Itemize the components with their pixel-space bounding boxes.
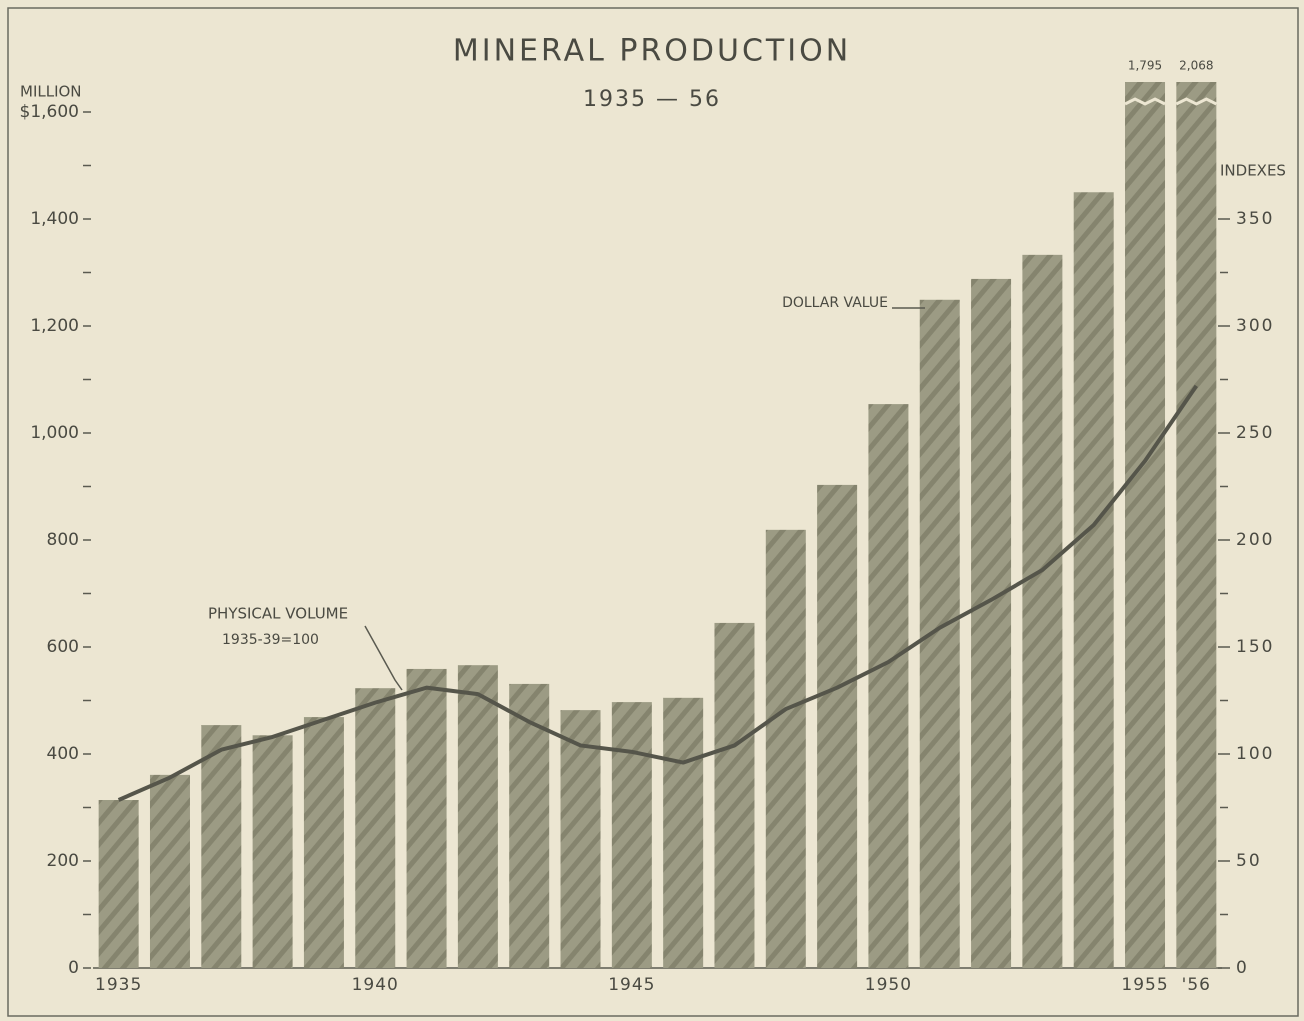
y-axis-label: MILLION [20, 83, 82, 101]
bar [406, 668, 447, 968]
leader [364, 625, 403, 691]
bar-break [1124, 97, 1166, 106]
y2-tick-label: 50 [1236, 851, 1262, 871]
annotation: DOLLAR VALUE [782, 295, 888, 311]
annotation: 1935-39=100 [222, 632, 319, 648]
y2-axis-label: INDEXES [1220, 162, 1286, 180]
y2-tick-label: 100 [1236, 744, 1274, 764]
frame [7, 7, 1299, 1017]
y-tick-label: 0 [68, 958, 79, 978]
y-tick-label: 1,200 [30, 316, 79, 336]
y2-tick-label: 300 [1236, 316, 1274, 336]
bar [457, 665, 498, 968]
y-tick-label: 1,000 [30, 423, 79, 443]
bar [714, 622, 755, 968]
bar [303, 717, 344, 968]
y-tick-label: 400 [47, 744, 79, 764]
bar [817, 484, 858, 968]
y-tick-label: $1,600 [20, 102, 79, 122]
bar-break [1175, 97, 1218, 106]
bar [868, 404, 909, 968]
bar [149, 774, 190, 968]
y2-tick-label: 250 [1236, 423, 1274, 443]
y-tick-label: 600 [47, 637, 79, 657]
x-tick-label: 1945 [608, 975, 655, 995]
line [117, 384, 1198, 802]
chart-title: MINERAL PRODUCTION [453, 34, 851, 69]
bar [611, 702, 652, 968]
bar [560, 710, 601, 968]
bar [971, 278, 1012, 968]
bar [765, 529, 806, 968]
x-tick-label: 1935 [95, 975, 142, 995]
bar [1073, 192, 1114, 968]
y2-tick-label: 350 [1236, 209, 1274, 229]
x-tick-label: 1950 [865, 975, 912, 995]
bar [98, 800, 139, 968]
bar [509, 683, 550, 968]
x-tick-label: 1940 [352, 975, 399, 995]
y-tick-label: 800 [47, 530, 79, 550]
bar [919, 299, 960, 968]
x-tick-label: 1955 [1121, 975, 1168, 995]
bar [1022, 254, 1063, 969]
bar [355, 688, 396, 968]
data-label: 2,068 [1179, 59, 1213, 73]
bar [1176, 82, 1217, 968]
y2-tick-label: 150 [1236, 637, 1274, 657]
bar [663, 697, 704, 968]
bar [252, 735, 293, 968]
bar [201, 725, 242, 968]
y2-tick-label: 0 [1236, 958, 1249, 978]
bar [1125, 82, 1166, 968]
x-tick-label: '56 [1182, 975, 1211, 995]
data-label: 1,795 [1128, 59, 1162, 73]
y-tick-label: 1,400 [30, 209, 79, 229]
y2-tick-label: 200 [1236, 530, 1274, 550]
chart-subtitle: 1935 — 56 [583, 87, 721, 112]
y-tick-label: 200 [47, 851, 79, 871]
annotation: PHYSICAL VOLUME [208, 605, 348, 623]
